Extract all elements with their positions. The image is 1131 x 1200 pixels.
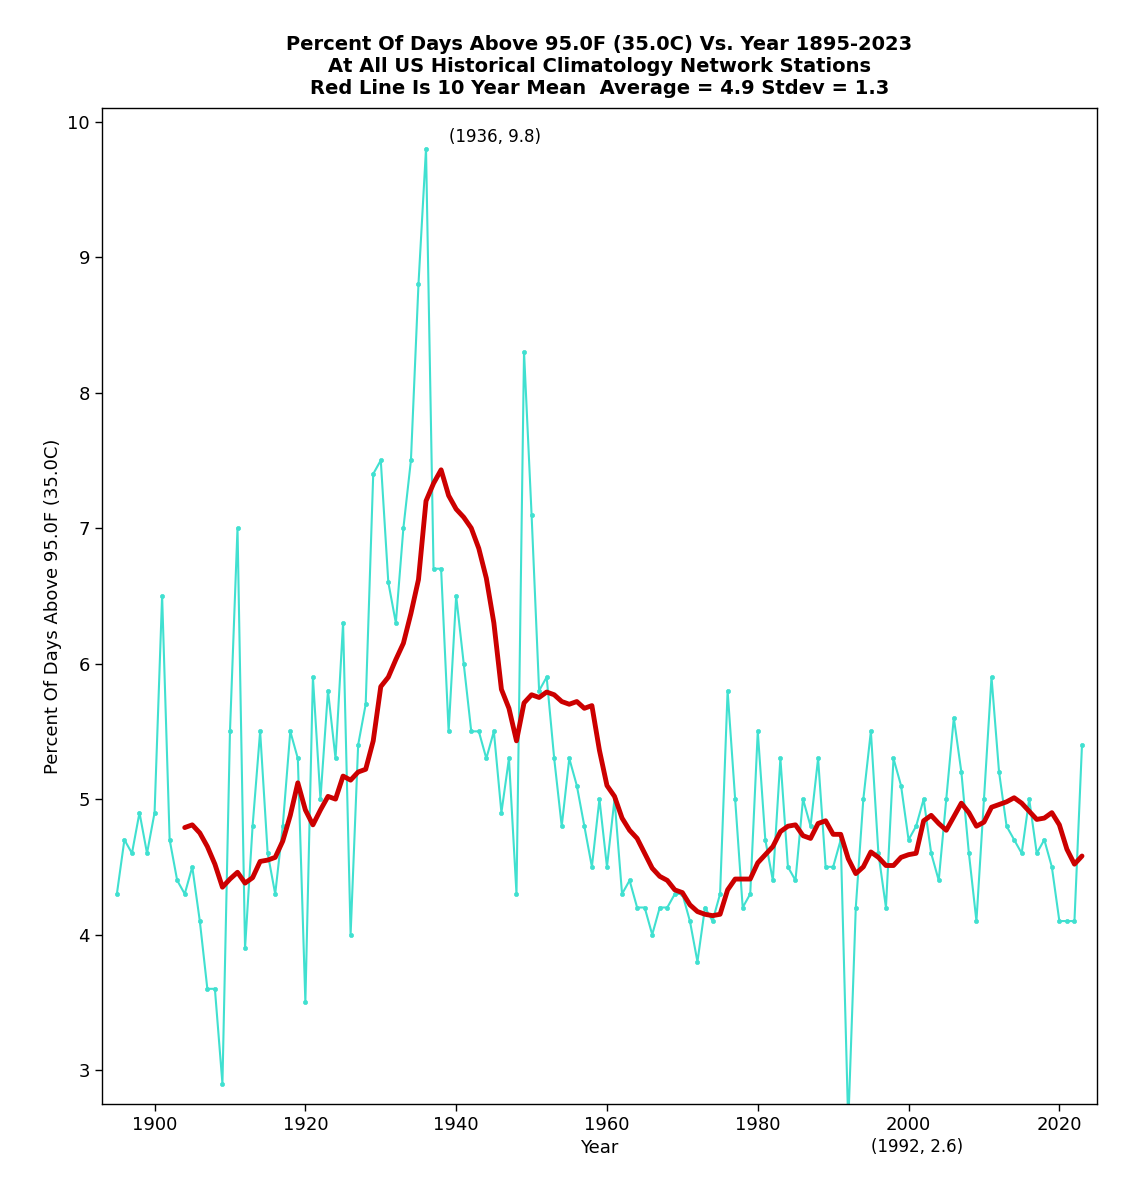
Text: (1936, 9.8): (1936, 9.8) (449, 128, 541, 146)
X-axis label: Year: Year (580, 1139, 619, 1157)
Text: (1992, 2.6): (1992, 2.6) (871, 1138, 962, 1156)
Title: Percent Of Days Above 95.0F (35.0C) Vs. Year 1895-2023
At All US Historical Clim: Percent Of Days Above 95.0F (35.0C) Vs. … (286, 35, 913, 98)
Y-axis label: Percent Of Days Above 95.0F (35.0C): Percent Of Days Above 95.0F (35.0C) (44, 438, 62, 774)
